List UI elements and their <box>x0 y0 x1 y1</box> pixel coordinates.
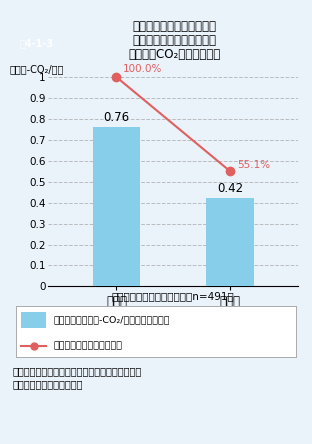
Text: カーシェアリング加入世帯（n=491）: カーシェアリング加入世帯（n=491） <box>112 291 235 301</box>
Text: 0.42: 0.42 <box>217 182 243 195</box>
Text: 財団データより作成: 財団データより作成 <box>12 380 83 390</box>
Bar <box>93 127 140 286</box>
Text: 55.1%: 55.1% <box>237 160 270 170</box>
Text: たり年間CO₂排出量の変化: たり年間CO₂排出量の変化 <box>129 48 221 60</box>
Text: 0.76: 0.76 <box>103 111 129 124</box>
Text: 100.0%: 100.0% <box>123 64 163 74</box>
Text: での、車利用による世帯当: での、車利用による世帯当 <box>133 34 217 47</box>
Text: カーシェアリング加入前後: カーシェアリング加入前後 <box>133 20 217 33</box>
Bar <box>21 313 46 328</box>
Text: 図4-1-3: 図4-1-3 <box>20 38 54 48</box>
Text: 平均排出量（トン-CO₂/（年間・世帯））: 平均排出量（トン-CO₂/（年間・世帯）） <box>54 316 170 325</box>
Text: （トン-CO₂/年）: （トン-CO₂/年） <box>9 64 64 75</box>
Bar <box>206 198 254 286</box>
Text: 「加入前」に対する比率％: 「加入前」に対する比率％ <box>54 342 123 351</box>
Text: 資料：公益財団法人交通エコロジー・モビリティ: 資料：公益財団法人交通エコロジー・モビリティ <box>12 366 142 377</box>
